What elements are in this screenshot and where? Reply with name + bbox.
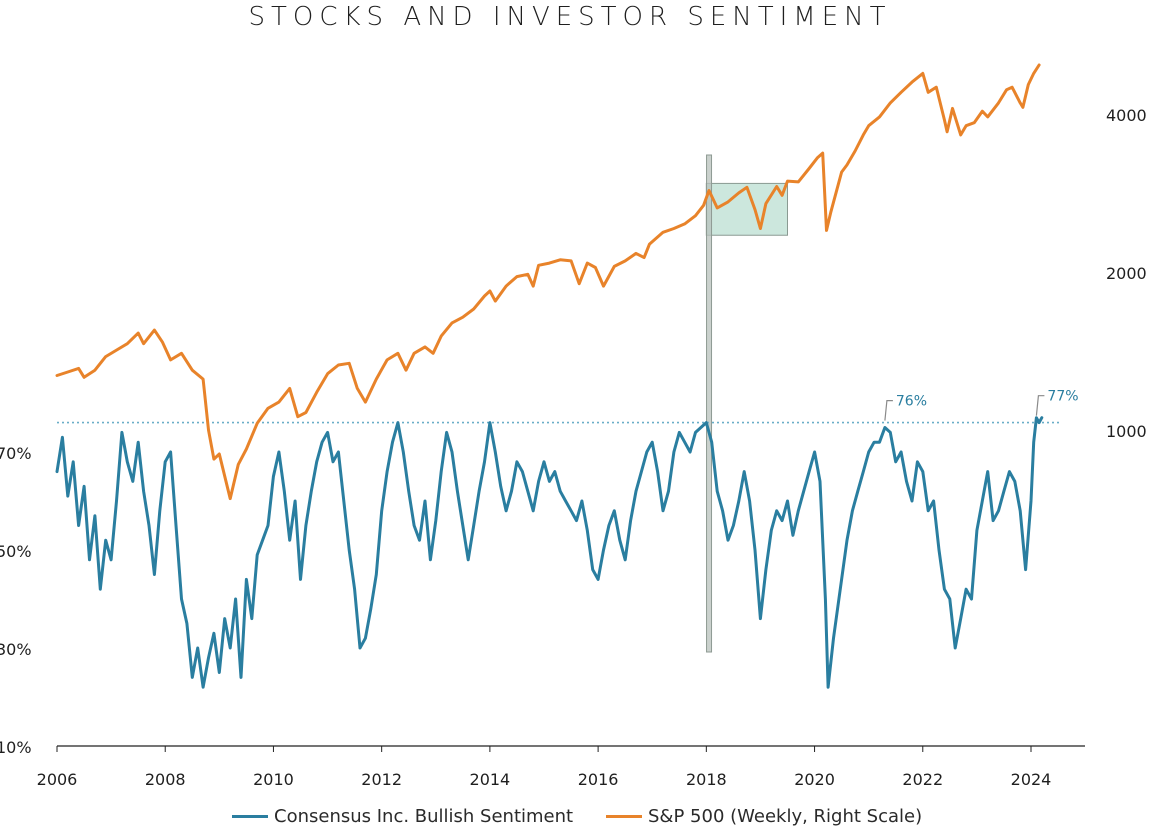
legend-label-sp500: S&P 500 (Weekly, Right Scale) (648, 806, 923, 827)
annotation-layer: 76% 77% (884, 389, 1079, 421)
x-tick-label-2006: 2006 (37, 770, 78, 789)
callout-label-77: 77% (1047, 389, 1078, 405)
legend-item-sentiment: Consensus Inc. Bullish Sentiment (232, 806, 573, 827)
y-right-tick-label-2000: 2000 (1106, 264, 1147, 283)
x-tick-label-2012: 2012 (361, 770, 402, 789)
x-tick-label-2010: 2010 (253, 770, 294, 789)
y-left-tick-label-70: 70% (0, 444, 32, 463)
marker-bar (706, 154, 713, 653)
callout-leader-76 (884, 400, 893, 421)
highlight-layer (705, 154, 788, 653)
x-tick-label-2020: 2020 (794, 770, 835, 789)
chart-title: STOCKS AND INVESTOR SENTIMENT (248, 2, 892, 32)
x-tick-label-2016: 2016 (578, 770, 619, 789)
x-tick-label-2022: 2022 (902, 770, 943, 789)
callout-label-76: 76% (896, 394, 927, 410)
y-left-tick-label-10: 10% (0, 738, 32, 757)
x-tick-label-2008: 2008 (145, 770, 186, 789)
legend-item-sp500: S&P 500 (Weekly, Right Scale) (606, 806, 922, 827)
y-right-tick-label-1000: 1000 (1106, 422, 1147, 441)
axes-layer: 2006 2008 2010 2012 2014 2016 2018 2020 2022 2024… (0, 106, 1147, 789)
legend-swatch-sp500 (606, 815, 642, 818)
y-left-tick-label-50: 50% (0, 542, 32, 561)
y-left-tick-label-30: 30% (0, 640, 32, 659)
sentiment-line (55, 416, 1044, 689)
legend: Consensus Inc. Bullish Sentiment S&P 500… (0, 806, 1161, 831)
x-tick-label-2014: 2014 (470, 770, 511, 789)
y-right-tick-label-4000: 4000 (1106, 106, 1147, 125)
x-tick-label-2024: 2024 (1011, 770, 1052, 789)
series-layer (55, 63, 1044, 689)
callout-leader-77 (1035, 395, 1045, 416)
legend-label-sentiment: Consensus Inc. Bullish Sentiment (274, 806, 574, 827)
legend-swatch-sentiment (232, 815, 268, 818)
x-tick-label-2018: 2018 (686, 770, 727, 789)
sp500-line (55, 63, 1041, 501)
chart-plot: 2006 2008 2010 2012 2014 2016 2018 2020 2022 2024… (0, 63, 1147, 789)
